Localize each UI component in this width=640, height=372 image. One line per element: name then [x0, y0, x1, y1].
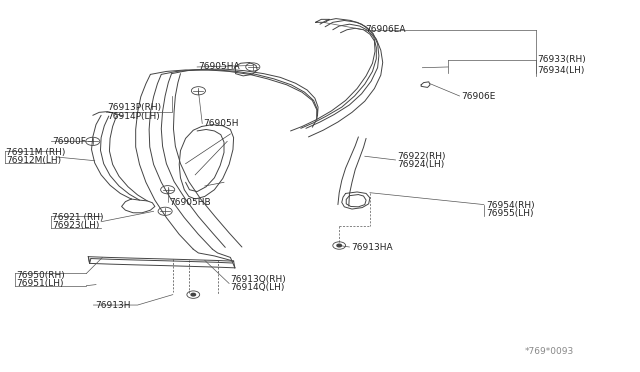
- Text: *769*0093: *769*0093: [525, 347, 574, 356]
- Text: 76934(LH): 76934(LH): [538, 66, 585, 75]
- Text: 76914Q(LH): 76914Q(LH): [230, 283, 285, 292]
- Text: 76906EA: 76906EA: [365, 25, 405, 34]
- Text: 76921 (RH): 76921 (RH): [52, 213, 104, 222]
- Text: 76914P(LH): 76914P(LH): [108, 112, 160, 121]
- Circle shape: [191, 293, 196, 296]
- Text: 76912M(LH): 76912M(LH): [6, 156, 61, 165]
- Text: 76913HA: 76913HA: [351, 243, 392, 252]
- Text: 76905HB: 76905HB: [170, 198, 211, 207]
- Text: 76933(RH): 76933(RH): [538, 55, 586, 64]
- Text: 76900F: 76900F: [52, 137, 86, 146]
- Text: 76905H: 76905H: [204, 119, 239, 128]
- Text: 76954(RH): 76954(RH): [486, 201, 535, 210]
- Text: 76950(RH): 76950(RH): [16, 271, 65, 280]
- Text: 76923(LH): 76923(LH): [52, 221, 100, 230]
- Text: 76922(RH): 76922(RH): [397, 152, 445, 161]
- Text: 76955(LH): 76955(LH): [486, 209, 534, 218]
- Text: 76951(LH): 76951(LH): [16, 279, 63, 288]
- Text: 76905HA: 76905HA: [198, 62, 240, 71]
- Circle shape: [337, 244, 342, 247]
- Text: 76924(LH): 76924(LH): [397, 160, 444, 169]
- Text: 76913H: 76913H: [95, 301, 130, 310]
- Text: 76906E: 76906E: [461, 92, 495, 101]
- Text: 76911M (RH): 76911M (RH): [6, 148, 66, 157]
- Text: 76913Q(RH): 76913Q(RH): [230, 275, 286, 284]
- Text: 76913P(RH): 76913P(RH): [108, 103, 162, 112]
